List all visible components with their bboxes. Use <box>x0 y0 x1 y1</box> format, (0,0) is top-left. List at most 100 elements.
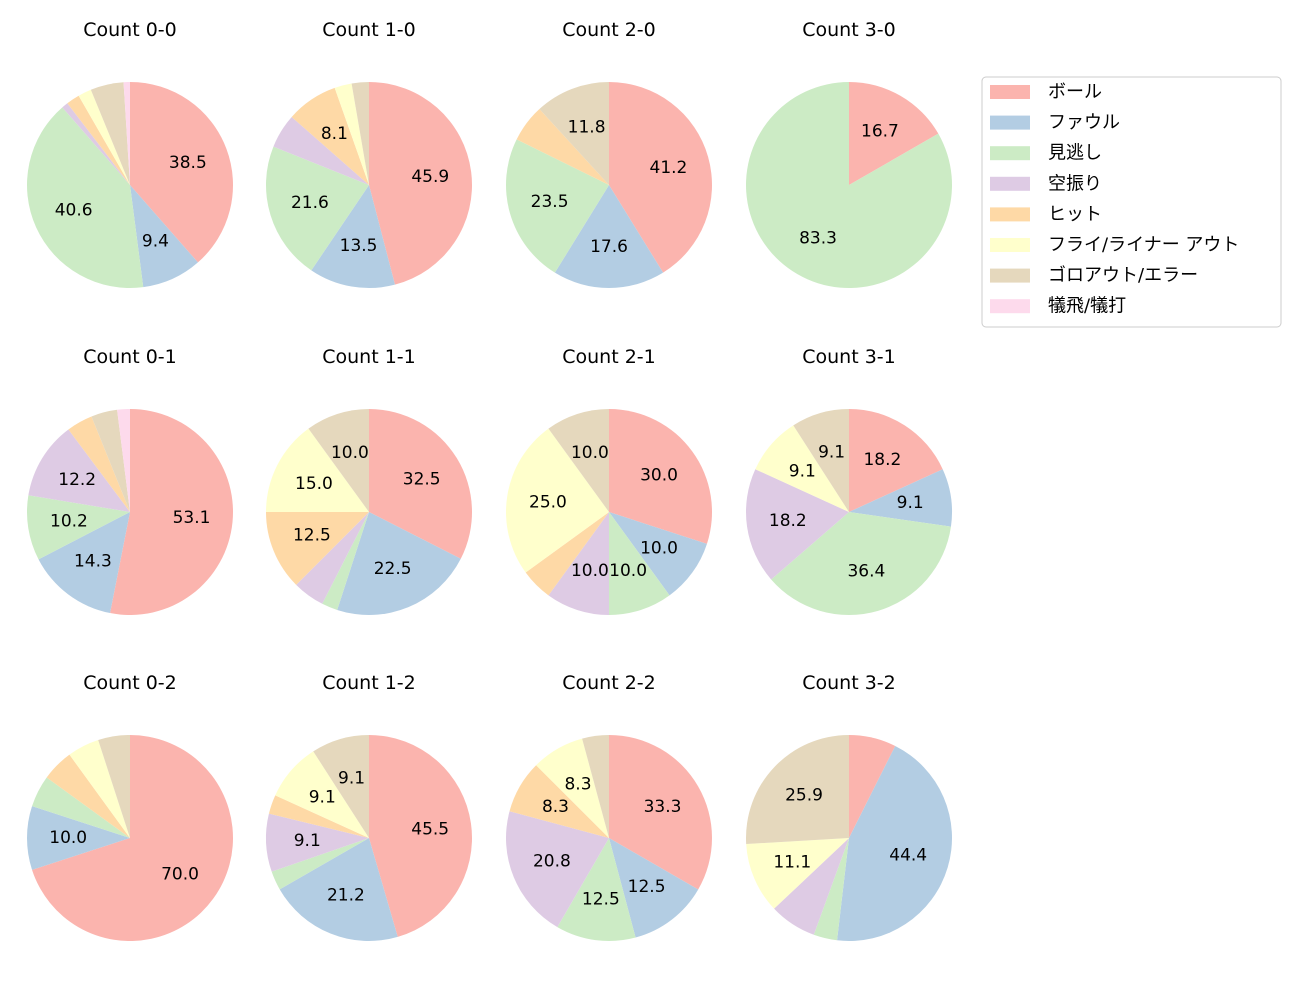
slice-label: 11.8 <box>568 117 606 137</box>
pie-slice-4 <box>46 754 130 838</box>
pie-slice-0 <box>849 735 896 838</box>
pie-slice-3 <box>28 429 131 512</box>
pie-count-3-1: Count 3-118.29.136.418.29.19.1 <box>745 346 953 616</box>
pie-slice-2 <box>27 107 144 288</box>
pie-title: Count 1-2 <box>322 672 416 694</box>
pie-slice-6 <box>539 82 609 185</box>
pie-slice-6 <box>313 735 369 838</box>
pie-slice-5 <box>506 428 609 573</box>
pie-count-1-1: Count 1-1 32.5 22.5 12.5 15.0 10.0 <box>266 346 473 615</box>
pie-slice-7 <box>117 409 130 512</box>
pie-slice-2 <box>746 82 952 289</box>
pie-slice-0 <box>32 735 233 941</box>
pie-slice-2 <box>771 512 951 616</box>
pie-slice-0 <box>609 409 712 544</box>
pie-slice-6 <box>351 82 369 185</box>
pie-slice-5 <box>334 83 369 185</box>
slice-label: 32.5 <box>403 470 441 490</box>
slice-label: 9.1 <box>338 769 365 789</box>
pie-slice-1 <box>837 745 953 941</box>
slice-label: 36.4 <box>847 561 885 581</box>
slice-label: 44.4 <box>889 846 927 866</box>
pie-slice-0 <box>609 82 712 273</box>
slice-label: 11.1 <box>773 852 811 872</box>
slice-label: 40.6 <box>55 200 93 220</box>
slice-label: 9.1 <box>818 443 845 463</box>
pie-slice-3 <box>266 813 369 872</box>
pie-slice-0 <box>369 82 472 285</box>
pie-slice-2 <box>609 512 670 615</box>
pie-count-1-0: Count 1-0 45.9 13.5 21.6 8.1 <box>266 19 472 288</box>
pie-slice-0 <box>110 409 233 615</box>
pie-slice-4 <box>268 795 369 838</box>
legend-frame <box>981 76 1282 328</box>
pie-slice-6 <box>90 82 130 185</box>
pie-count-3-2: Count 3-2 44.4 11.1 25.9 <box>746 672 953 941</box>
pie-slice-3 <box>296 512 369 604</box>
pie-slice-0 <box>849 82 939 185</box>
slice-label: 41.2 <box>650 158 688 178</box>
slice-label: 25.0 <box>529 492 567 512</box>
pie-slice-2 <box>557 838 636 942</box>
pie-slice-5 <box>275 751 369 838</box>
legend-swatch <box>990 85 1030 99</box>
slice-label: 22.5 <box>374 559 412 579</box>
pie-slice-7 <box>123 82 130 185</box>
slice-label: 18.2 <box>863 450 901 470</box>
slice-label: 14.3 <box>74 551 112 571</box>
pie-title: Count 0-2 <box>83 672 177 694</box>
pie-count-1-2: Count 1-245.521.29.19.19.1 <box>266 672 473 942</box>
pie-slice-4 <box>266 512 369 585</box>
pie-slice-1 <box>311 185 395 288</box>
pie-count-3-0: Count 3-0 16.7 83.3 <box>746 19 952 289</box>
legend-entry: ファウル <box>1048 112 1120 133</box>
pie-slice-5 <box>78 89 130 185</box>
pie-title: Count 0-0 <box>83 19 177 41</box>
pie-slice-1 <box>554 185 664 288</box>
legend-entry: ボール <box>1048 82 1102 103</box>
pie-title: Count 1-1 <box>322 346 416 368</box>
slice-label: 45.5 <box>411 819 449 839</box>
slice-label: 10.0 <box>331 443 369 463</box>
slice-label: 15.0 <box>295 474 333 494</box>
pie-slice-5 <box>69 740 130 838</box>
legend-swatch <box>990 207 1030 222</box>
pie-title: Count 2-0 <box>562 19 656 41</box>
legend-swatch <box>990 146 1030 161</box>
pie-slice-3 <box>506 811 609 928</box>
pie-slice-0 <box>130 82 233 263</box>
pie-slice-0 <box>609 735 712 890</box>
pie-slice-5 <box>266 428 369 512</box>
legend-swatch <box>990 238 1030 252</box>
slice-label: 10.2 <box>50 512 88 532</box>
pie-slice-6 <box>793 409 849 512</box>
legend-swatch <box>990 176 1030 191</box>
legend-entry: ゴロアウト/エラー <box>1048 265 1198 286</box>
pie-slice-1 <box>609 838 699 938</box>
pie-slice-4 <box>67 95 130 185</box>
pie-slice-5 <box>755 425 849 512</box>
pie-slice-3 <box>62 103 131 185</box>
pie-slice-3 <box>745 469 849 580</box>
pie-slice-6 <box>98 735 130 838</box>
pie-title: Count 0-1 <box>83 346 177 368</box>
pie-slice-4 <box>525 512 609 596</box>
legend-entry: 見逃し <box>1048 143 1102 164</box>
legend-entry: 犠飛/犠打 <box>1048 296 1126 317</box>
pie-slice-0 <box>849 409 943 512</box>
legend-entry: 空振り <box>1048 173 1102 194</box>
pie-slice-2 <box>27 495 131 560</box>
pie-title: Count 2-1 <box>562 346 656 368</box>
pie-slice-4 <box>516 109 609 185</box>
slice-label: 70.0 <box>161 864 199 884</box>
legend-entry: ヒット <box>1048 204 1102 225</box>
pie-slice-6 <box>548 409 609 512</box>
pie-slice-2 <box>266 146 369 271</box>
pie-slice-6 <box>308 409 369 512</box>
slice-label: 21.6 <box>291 193 329 213</box>
pie-slice-5 <box>536 738 609 838</box>
pie-slice-5 <box>746 838 849 909</box>
pie-slice-2 <box>322 512 369 610</box>
slice-label: 12.5 <box>293 526 331 546</box>
pie-slice-1 <box>130 185 198 288</box>
